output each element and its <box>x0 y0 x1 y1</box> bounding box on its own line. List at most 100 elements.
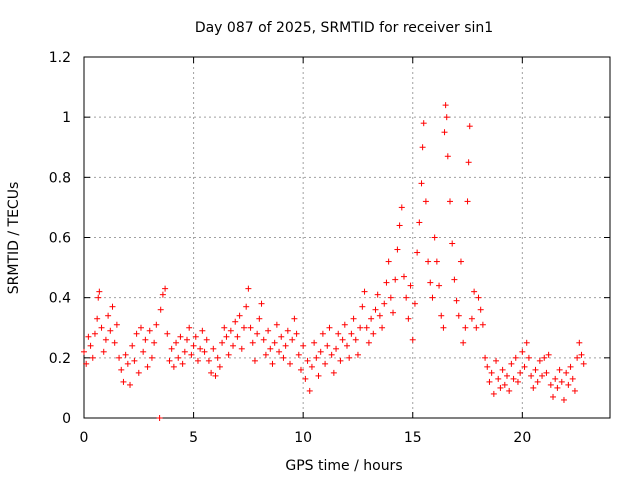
data-point-marker <box>354 351 361 358</box>
data-point-marker <box>394 246 401 253</box>
data-point-marker <box>339 336 346 343</box>
data-point-marker <box>580 360 587 367</box>
data-point-marker <box>238 345 245 352</box>
data-point-marker <box>422 198 429 205</box>
data-point-marker <box>85 333 92 340</box>
data-point-marker <box>493 357 500 364</box>
data-point-marker <box>142 336 149 343</box>
data-point-marker <box>405 315 412 322</box>
data-point-marker <box>243 303 250 310</box>
data-point-marker <box>357 324 364 331</box>
data-point-marker <box>547 381 554 388</box>
data-point-marker <box>212 372 219 379</box>
data-point-marker <box>418 180 425 187</box>
data-point-marker <box>205 357 212 364</box>
data-point-marker <box>98 324 105 331</box>
grid-lines <box>84 57 610 418</box>
data-point-marker <box>534 378 541 385</box>
data-point-marker <box>251 357 258 364</box>
data-point-marker <box>291 315 298 322</box>
data-point-marker <box>302 375 309 382</box>
data-point-marker <box>436 282 443 289</box>
data-point-marker <box>146 327 153 334</box>
data-point-marker <box>365 339 372 346</box>
data-point-marker <box>571 387 578 394</box>
data-point-marker <box>273 321 280 328</box>
data-point-marker <box>219 339 226 346</box>
data-point-marker <box>184 336 191 343</box>
data-point-marker <box>482 354 489 361</box>
data-point-marker <box>490 390 497 397</box>
data-point-marker <box>361 288 368 295</box>
data-point-marker <box>190 342 197 349</box>
data-point-marker <box>379 324 386 331</box>
data-point-marker <box>293 330 300 337</box>
data-point-marker <box>565 381 572 388</box>
data-point-marker <box>153 321 160 328</box>
chart-title: Day 087 of 2025, SRMTID for receiver sin… <box>195 20 493 36</box>
axis-ticks <box>83 56 610 419</box>
data-point-marker <box>368 315 375 322</box>
data-point-marker <box>287 360 294 367</box>
data-point-marker <box>328 351 335 358</box>
data-point-marker <box>267 345 274 352</box>
data-point-marker <box>539 372 546 379</box>
data-point-marker <box>249 339 256 346</box>
data-point-marker <box>468 315 475 322</box>
data-point-marker <box>477 306 484 313</box>
data-point-marker <box>175 354 182 361</box>
x-tick-label: 5 <box>189 430 198 446</box>
data-point-marker <box>444 153 451 160</box>
data-point-marker <box>304 357 311 364</box>
data-point-marker <box>503 372 510 379</box>
data-point-marker <box>208 369 215 376</box>
data-point-marker <box>258 300 265 307</box>
data-point-marker <box>300 342 307 349</box>
data-point-marker <box>372 306 379 313</box>
data-point-marker <box>442 102 449 109</box>
data-point-marker <box>194 357 201 364</box>
data-point-marker <box>543 369 550 376</box>
data-point-marker <box>94 315 101 322</box>
data-point-marker <box>541 354 548 361</box>
data-point-marker <box>398 204 405 211</box>
data-point-marker <box>311 339 318 346</box>
data-point-marker <box>102 336 109 343</box>
data-point-marker <box>170 363 177 370</box>
plot-frame <box>83 56 611 419</box>
data-point-marker <box>536 357 543 364</box>
tick-labels: 0 5 10 15 20 0 0.2 0.4 0.6 0.8 1 1.2 <box>49 50 532 446</box>
data-point-marker <box>427 279 434 286</box>
data-point-marker <box>87 342 94 349</box>
data-point-marker <box>216 363 223 370</box>
data-points <box>81 102 587 421</box>
y-tick-label: 0.6 <box>49 231 71 247</box>
data-point-marker <box>514 378 521 385</box>
data-point-marker <box>124 360 131 367</box>
data-point-marker <box>431 234 438 241</box>
data-point-marker <box>419 144 426 151</box>
data-point-marker <box>359 303 366 310</box>
data-point-marker <box>425 258 432 265</box>
data-point-marker <box>510 375 517 382</box>
data-point-marker <box>532 366 539 373</box>
data-point-marker <box>508 360 515 367</box>
data-point-marker <box>453 297 460 304</box>
data-point-marker <box>234 333 241 340</box>
x-tick-label: 10 <box>294 430 312 446</box>
data-point-marker <box>271 339 278 346</box>
data-point-marker <box>563 369 570 376</box>
data-point-marker <box>159 291 166 298</box>
data-point-marker <box>284 327 291 334</box>
data-point-marker <box>322 360 329 367</box>
x-tick-label: 0 <box>80 430 89 446</box>
data-point-marker <box>512 354 519 361</box>
data-point-marker <box>260 336 267 343</box>
data-point-marker <box>148 354 155 361</box>
y-tick-label: 0.2 <box>49 351 71 367</box>
data-point-marker <box>374 291 381 298</box>
data-point-marker <box>556 366 563 373</box>
data-point-marker <box>506 387 513 394</box>
data-point-marker <box>223 333 230 340</box>
data-point-marker <box>420 120 427 127</box>
